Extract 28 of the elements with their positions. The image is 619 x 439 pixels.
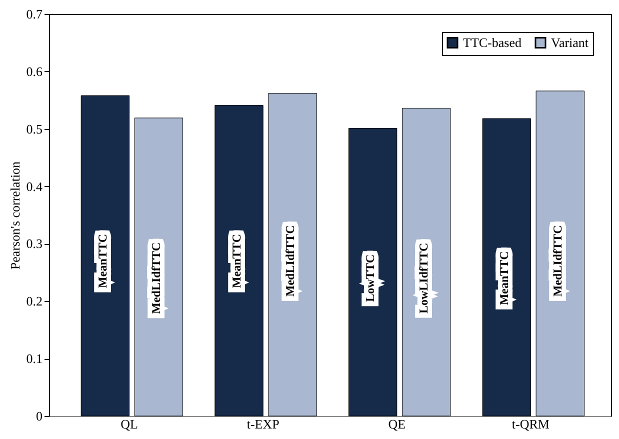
y-tick-label: 0.5: [26, 121, 42, 136]
x-tick-label: QE: [388, 416, 406, 432]
y-tick-label: 0.4: [26, 178, 43, 194]
legend-label: TTC-based: [463, 34, 522, 50]
y-tick-label: 0.7: [26, 6, 43, 22]
bar: [482, 118, 531, 416]
x-tick-label: QL: [120, 416, 138, 432]
y-tick-label: 0.6: [26, 64, 43, 79]
bar: [402, 108, 451, 416]
annotation: MeanTTC: [496, 251, 511, 306]
y-tick-label: 0: [36, 408, 42, 424]
y-axis-title: Pearson's correlation: [7, 160, 22, 270]
y-tick-label: 0.1: [26, 351, 42, 366]
annotation: MedLIdfTTC: [149, 242, 164, 314]
x-tick-label: t-QRM: [512, 416, 550, 432]
bar: [214, 105, 264, 416]
annotation: MedLIdfTTC: [282, 225, 297, 297]
annotation: LowLIdfTTC: [416, 242, 431, 314]
bar: [268, 93, 317, 416]
bar: [134, 118, 184, 416]
legend-label: Variant: [551, 34, 589, 50]
annotation: MedLIdfTTC: [550, 225, 564, 297]
bar: [80, 95, 130, 416]
y-tick-label: 0.2: [26, 294, 42, 309]
y-tick-label: 0.3: [26, 236, 42, 252]
x-tick-label: t-EXP: [246, 416, 280, 432]
bar: [536, 90, 584, 416]
bar: [348, 128, 398, 416]
